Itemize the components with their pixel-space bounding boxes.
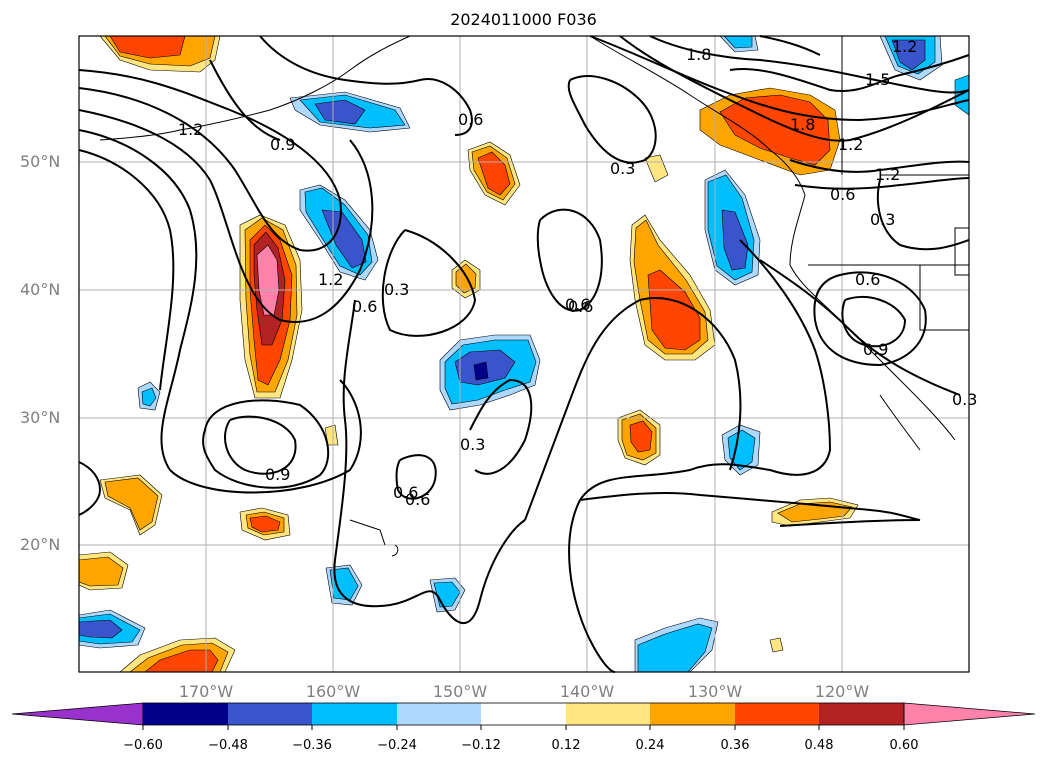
colorbar-tick-label: −0.60 <box>123 738 163 753</box>
colorbar-tick-label: 0.12 <box>551 738 581 753</box>
colorbar-tick-label: 0.48 <box>804 738 834 753</box>
contour-label: 1.2 <box>875 165 900 184</box>
contour-label: 1.8 <box>686 45 711 64</box>
colorbar-bin <box>566 703 650 725</box>
contour-label: 1.5 <box>865 70 890 89</box>
latitude-label: 50°N <box>20 152 61 171</box>
contour-labels: 1.2 0.9 1.2 0.6 0.6 0.3 1.8 1.5 1.2 1.8 … <box>178 37 977 509</box>
colorbar-bin <box>312 703 397 725</box>
longitude-label: 130°W <box>687 682 743 701</box>
contour-label: 0.6 <box>830 185 855 204</box>
colorbar-tick-label: −0.48 <box>208 738 248 753</box>
map-plot-area <box>78 35 970 673</box>
contour-label: 0.3 <box>952 390 977 409</box>
contour-label: 0.9 <box>863 340 888 359</box>
longitude-label: 120°W <box>814 682 870 701</box>
colorbar-extend-high <box>903 702 1036 726</box>
contour-label: 0.6 <box>568 297 593 316</box>
colorbar-tick-label: −0.12 <box>461 738 501 753</box>
latitude-label: 40°N <box>20 280 61 299</box>
colorbar-tick-label: 0.36 <box>720 738 750 753</box>
contour-label: 0.6 <box>352 297 377 316</box>
contour-label: 1.2 <box>892 37 917 56</box>
latitude-label: 30°N <box>20 408 61 427</box>
colorbar-bin <box>819 703 904 725</box>
gridlines <box>79 36 969 672</box>
coastlines <box>99 35 970 557</box>
contour-label: 0.6 <box>405 490 430 509</box>
contour-label: 0.9 <box>270 135 295 154</box>
contour-label: 1.2 <box>838 135 863 154</box>
longitude-label: 170°W <box>178 682 234 701</box>
contour-label: 0.9 <box>265 465 290 484</box>
contour-label: 0.3 <box>610 159 635 178</box>
contour-label: 1.2 <box>318 270 343 289</box>
colorbar-bin <box>397 703 481 725</box>
contour-label: 1.8 <box>790 115 815 134</box>
colorbar-bin <box>735 703 819 725</box>
contour-label: 0.6 <box>855 270 880 289</box>
longitude-label: 140°W <box>559 682 615 701</box>
contour-label: 0.6 <box>565 295 590 314</box>
colorbar-bin <box>650 703 735 725</box>
colorbar-tick-label: −0.24 <box>377 738 417 753</box>
shading-layer <box>78 35 970 673</box>
contour-label: 0.3 <box>460 435 485 454</box>
latitude-label: 20°N <box>20 535 61 554</box>
colorbar <box>11 702 1036 730</box>
longitude-label: 150°W <box>432 682 488 701</box>
colorbar-bin <box>228 703 312 725</box>
contour-label: 0.6 <box>393 483 418 502</box>
contour-label: 0.3 <box>384 280 409 299</box>
colorbar-extend-low <box>11 702 144 726</box>
colorbar-tick-label: 0.24 <box>635 738 665 753</box>
colorbar-tick-label: −0.36 <box>292 738 332 753</box>
colorbar-bin <box>143 703 228 725</box>
contour-label: 0.6 <box>458 110 483 129</box>
longitude-label: 160°W <box>305 682 361 701</box>
map-title: 2024011000 F036 <box>450 10 597 29</box>
contour-label: 0.3 <box>870 210 895 229</box>
colorbar-bin <box>481 703 566 725</box>
contour-label: 1.2 <box>178 120 203 139</box>
colorbar-tick-label: 0.60 <box>889 738 919 753</box>
